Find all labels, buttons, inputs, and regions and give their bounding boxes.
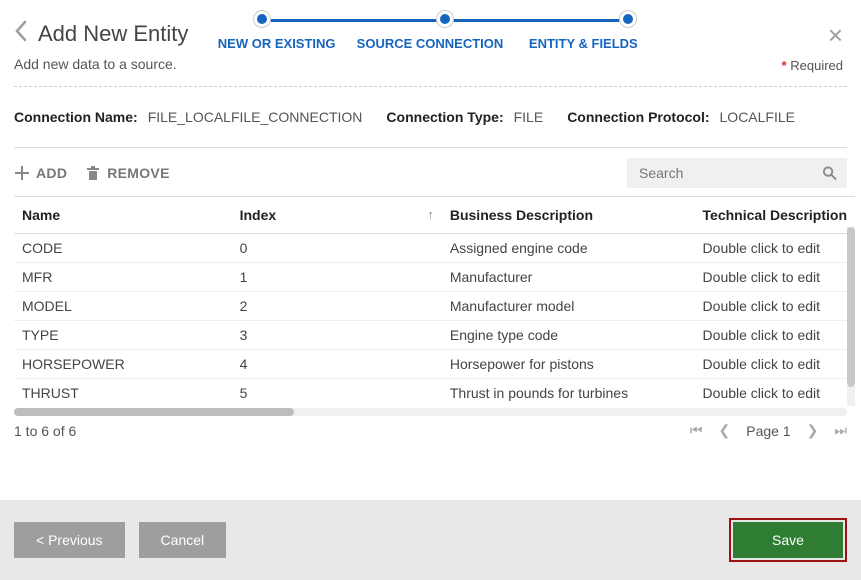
cell-bdesc[interactable]: Engine type code [442, 321, 695, 350]
page-subtext: Add new data to a source. [0, 48, 861, 86]
table-row[interactable]: MFR1ManufacturerDouble click to edit [14, 263, 855, 292]
connection-name-label: Connection Name: [14, 109, 138, 125]
search-box[interactable] [627, 158, 847, 188]
search-input[interactable] [637, 164, 822, 182]
add-button[interactable]: ADD [14, 165, 67, 181]
cell-name[interactable]: TYPE [14, 321, 232, 350]
required-note: * Required [782, 58, 843, 73]
cell-name[interactable]: THRUST [14, 379, 232, 407]
step-label-3[interactable]: ENTITY & FIELDS [507, 36, 660, 51]
search-icon [822, 165, 837, 181]
pager-page-label: Page 1 [746, 423, 790, 439]
cell-index[interactable]: 4 [232, 350, 442, 379]
step-label-2[interactable]: SOURCE CONNECTION [353, 36, 506, 51]
cell-index[interactable]: 5 [232, 379, 442, 407]
connection-name-value: FILE_LOCALFILE_CONNECTION [148, 109, 363, 125]
cell-name[interactable]: HORSEPOWER [14, 350, 232, 379]
cell-bdesc[interactable]: Thrust in pounds for turbines [442, 379, 695, 407]
col-header-bdesc[interactable]: Business Description [442, 197, 695, 234]
connection-protocol-value: LOCALFILE [720, 109, 795, 125]
cell-tdesc[interactable]: Double click to edit [695, 234, 855, 263]
horizontal-scrollbar[interactable] [14, 408, 847, 416]
col-header-tdesc[interactable]: Technical Description [695, 197, 855, 234]
cell-bdesc[interactable]: Assigned engine code [442, 234, 695, 263]
col-header-name[interactable]: Name [14, 197, 232, 234]
previous-button[interactable]: < Previous [14, 522, 125, 558]
cell-index[interactable]: 0 [232, 234, 442, 263]
connection-type-label: Connection Type: [386, 109, 503, 125]
pager-first-icon[interactable]: ⏮ [690, 422, 703, 439]
table-row[interactable]: CODE0Assigned engine codeDouble click to… [14, 234, 855, 263]
cell-tdesc[interactable]: Double click to edit [695, 292, 855, 321]
stepper: NEW OR EXISTING SOURCE CONNECTION ENTITY… [200, 2, 660, 51]
cell-name[interactable]: MODEL [14, 292, 232, 321]
trash-icon [85, 165, 101, 181]
table-row[interactable]: THRUST5Thrust in pounds for turbinesDoub… [14, 379, 855, 407]
cell-tdesc[interactable]: Double click to edit [695, 379, 855, 407]
connection-type-value: FILE [514, 109, 544, 125]
step-dot-3[interactable] [620, 11, 636, 27]
remove-button[interactable]: REMOVE [85, 165, 169, 181]
table-row[interactable]: HORSEPOWER4Horsepower for pistonsDouble … [14, 350, 855, 379]
pager-next-icon[interactable]: ❯ [807, 422, 819, 439]
cell-bdesc[interactable]: Horsepower for pistons [442, 350, 695, 379]
cell-tdesc[interactable]: Double click to edit [695, 263, 855, 292]
cell-index[interactable]: 1 [232, 263, 442, 292]
save-button-highlight: Save [729, 518, 847, 562]
plus-icon [14, 165, 30, 181]
close-icon[interactable]: × [828, 22, 843, 48]
sort-arrow-icon: ↑ [427, 207, 434, 222]
save-button[interactable]: Save [733, 522, 843, 558]
step-label-1[interactable]: NEW OR EXISTING [200, 36, 353, 51]
cell-bdesc[interactable]: Manufacturer [442, 263, 695, 292]
cell-tdesc[interactable]: Double click to edit [695, 350, 855, 379]
cell-tdesc[interactable]: Double click to edit [695, 321, 855, 350]
table-row[interactable]: MODEL2Manufacturer modelDouble click to … [14, 292, 855, 321]
cell-index[interactable]: 2 [232, 292, 442, 321]
cell-name[interactable]: MFR [14, 263, 232, 292]
connection-info: Connection Name: FILE_LOCALFILE_CONNECTI… [0, 87, 861, 147]
cell-index[interactable]: 3 [232, 321, 442, 350]
pager-range: 1 to 6 of 6 [14, 423, 76, 439]
vertical-scrollbar[interactable] [847, 227, 855, 406]
cancel-button[interactable]: Cancel [139, 522, 227, 558]
cell-name[interactable]: CODE [14, 234, 232, 263]
col-header-index[interactable]: Index ↑ [232, 197, 442, 234]
pager-prev-icon[interactable]: ❮ [719, 422, 731, 439]
back-chevron-icon[interactable] [14, 20, 28, 48]
page-title: Add New Entity [38, 21, 188, 47]
step-dot-1[interactable] [254, 11, 270, 27]
pager-last-icon[interactable]: ⏭ [834, 422, 847, 439]
connection-protocol-label: Connection Protocol: [567, 109, 709, 125]
step-dot-2[interactable] [437, 11, 453, 27]
fields-table: Name Index ↑ Business Description Techni… [14, 197, 855, 406]
cell-bdesc[interactable]: Manufacturer model [442, 292, 695, 321]
table-row[interactable]: TYPE3Engine type codeDouble click to edi… [14, 321, 855, 350]
